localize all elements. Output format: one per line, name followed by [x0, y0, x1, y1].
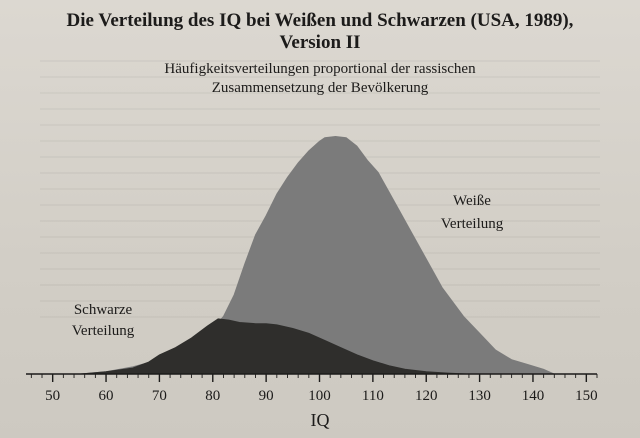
- x-tick-label: 80: [205, 388, 220, 404]
- chart-title-line: Version II: [279, 32, 361, 53]
- chart-title: Die Verteilung des IQ bei Weißen und Sch…: [0, 10, 640, 54]
- series-label-black-line2: Verteilung: [72, 323, 135, 339]
- chart-subtitle-line: Zusammensetzung der Bevölkerung: [211, 80, 429, 96]
- chart-subtitle-line: Häufigkeitsverteilungen proportional der…: [164, 61, 476, 77]
- series-label-white-line2: Verteilung: [441, 216, 504, 232]
- x-tick-label: 130: [468, 388, 491, 404]
- x-tick-label: 120: [415, 388, 438, 404]
- x-tick-label: 70: [152, 388, 167, 404]
- x-tick-label: 60: [99, 388, 114, 404]
- x-tick-label: 110: [362, 388, 384, 404]
- chart-title-line: Die Verteilung des IQ bei Weißen und Sch…: [66, 10, 574, 31]
- x-axis-label: IQ: [311, 410, 330, 430]
- series-labels: Weiße Verteilung Schwarze Verteilung: [72, 193, 504, 339]
- x-tick-label: 150: [575, 388, 598, 404]
- x-tick-label: 140: [522, 388, 545, 404]
- series-label-black-line1: Schwarze: [74, 302, 133, 318]
- x-tick-label: 50: [45, 388, 60, 404]
- black-distribution-area: [79, 318, 469, 375]
- x-axis: 50 60 70 80 90 100 110 120 130 140 150: [26, 373, 598, 404]
- x-tick-label: 100: [308, 388, 331, 404]
- series-label-white-line1: Weiße: [453, 193, 491, 209]
- chart-subtitle: Häufigkeitsverteilungen proportional der…: [0, 60, 640, 98]
- x-tick-label: 90: [259, 388, 274, 404]
- distribution-areas: [79, 135, 555, 375]
